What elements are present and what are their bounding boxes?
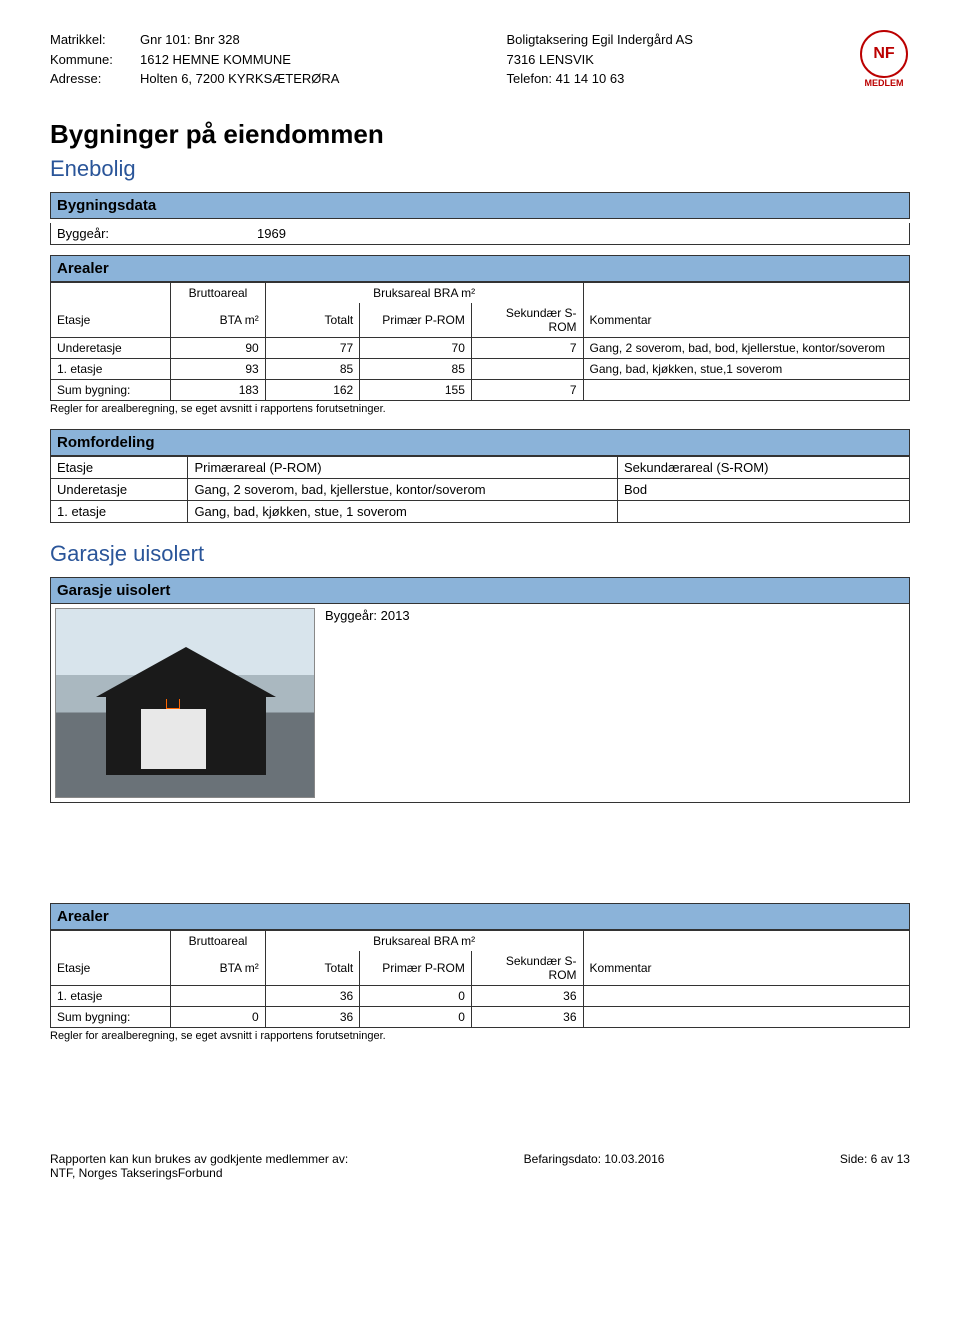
- romf-srom-head: Sekundærareal (S-ROM): [617, 456, 909, 478]
- romfordeling-bar: Romfordeling: [50, 429, 910, 456]
- romfordeling-table: Etasje Primærareal (P-ROM) Sekundærareal…: [50, 456, 910, 523]
- matrikkel-label: Matrikkel:: [50, 30, 140, 50]
- garasje-box: Byggeår: 2013: [50, 604, 910, 803]
- footer-right: Side: 6 av 13: [840, 1152, 910, 1180]
- footer-center: Befaringsdato: 10.03.2016: [524, 1152, 665, 1180]
- romf-prom-head: Primærareal (P-ROM): [188, 456, 618, 478]
- page-footer: Rapporten kan kun brukes av godkjente me…: [50, 1136, 910, 1180]
- page-title: Bygninger på eiendommen: [50, 119, 910, 150]
- enebolig-title: Enebolig: [50, 156, 910, 182]
- bta-head: BTA m²: [171, 303, 265, 338]
- garasje-photo: [55, 608, 315, 798]
- header-right: NF MEDLEM: [860, 30, 910, 80]
- srom-head: Sekundær S-ROM: [471, 303, 583, 338]
- header-left: Matrikkel:Gnr 101: Bnr 328 Kommune:1612 …: [50, 30, 339, 89]
- byggear-row: Byggeår: 1969: [50, 223, 910, 245]
- matrikkel-value: Gnr 101: Bnr 328: [140, 30, 240, 50]
- table-row: Sum bygning: 0 36 0 36: [51, 1006, 910, 1027]
- garasje-arealer-table: Bruttoareal Bruksareal BRA m² Etasje BTA…: [50, 930, 910, 1028]
- table-row: 1. etasje 36 0 36: [51, 985, 910, 1006]
- kommune-value: 1612 HEMNE KOMMUNE: [140, 50, 291, 70]
- bruks-head: Bruksareal BRA m²: [265, 282, 583, 303]
- adresse-value: Holten 6, 7200 KYRKSÆTERØRA: [140, 69, 339, 89]
- garasje-title: Garasje uisolert: [50, 541, 910, 567]
- bygningsdata-bar: Bygningsdata: [50, 192, 910, 219]
- header-center: Boligtaksering Egil Indergård AS 7316 LE…: [506, 30, 692, 89]
- footer-left: Rapporten kan kun brukes av godkjente me…: [50, 1152, 348, 1180]
- table-row: Underetasje Gang, 2 soverom, bad, kjelle…: [51, 478, 910, 500]
- badge-nf: NF: [873, 46, 894, 62]
- nf-badge-icon: NF MEDLEM: [860, 30, 908, 78]
- romf-etasje-head: Etasje: [51, 456, 188, 478]
- kom-head: Kommentar: [583, 303, 909, 338]
- company-name: Boligtaksering Egil Indergård AS: [506, 30, 692, 50]
- garasje-arealer-note: Regler for arealberegning, se eget avsni…: [50, 1030, 910, 1042]
- garasje-arealer-bar: Arealer: [50, 903, 910, 930]
- totalt-head: Totalt: [265, 303, 359, 338]
- byggear-label: Byggeår:: [57, 226, 257, 241]
- garasje-byggear: Byggeår: 2013: [315, 608, 410, 798]
- byggear-value: 1969: [257, 226, 286, 241]
- arealer-bar: Arealer: [50, 255, 910, 282]
- table-row: 1. etasje Gang, bad, kjøkken, stue, 1 so…: [51, 500, 910, 522]
- kommune-label: Kommune:: [50, 50, 140, 70]
- badge-medlem: MEDLEM: [865, 78, 904, 88]
- brutto-head: Bruttoareal: [171, 282, 265, 303]
- arealer-note: Regler for arealberegning, se eget avsni…: [50, 403, 910, 415]
- garasje-bar: Garasje uisolert: [50, 577, 910, 604]
- etasje-head: Etasje: [51, 303, 171, 338]
- arealer-table: Bruttoareal Bruksareal BRA m² Etasje BTA…: [50, 282, 910, 401]
- table-row: Underetasje 90 77 70 7 Gang, 2 soverom, …: [51, 337, 910, 358]
- company-phone: Telefon: 41 14 10 63: [506, 69, 692, 89]
- prom-head: Primær P-ROM: [360, 303, 472, 338]
- page-header: Matrikkel:Gnr 101: Bnr 328 Kommune:1612 …: [50, 30, 910, 89]
- table-row: 1. etasje 93 85 85 Gang, bad, kjøkken, s…: [51, 358, 910, 379]
- company-city: 7316 LENSVIK: [506, 50, 692, 70]
- table-row: Sum bygning: 183 162 155 7: [51, 379, 910, 400]
- adresse-label: Adresse:: [50, 69, 140, 89]
